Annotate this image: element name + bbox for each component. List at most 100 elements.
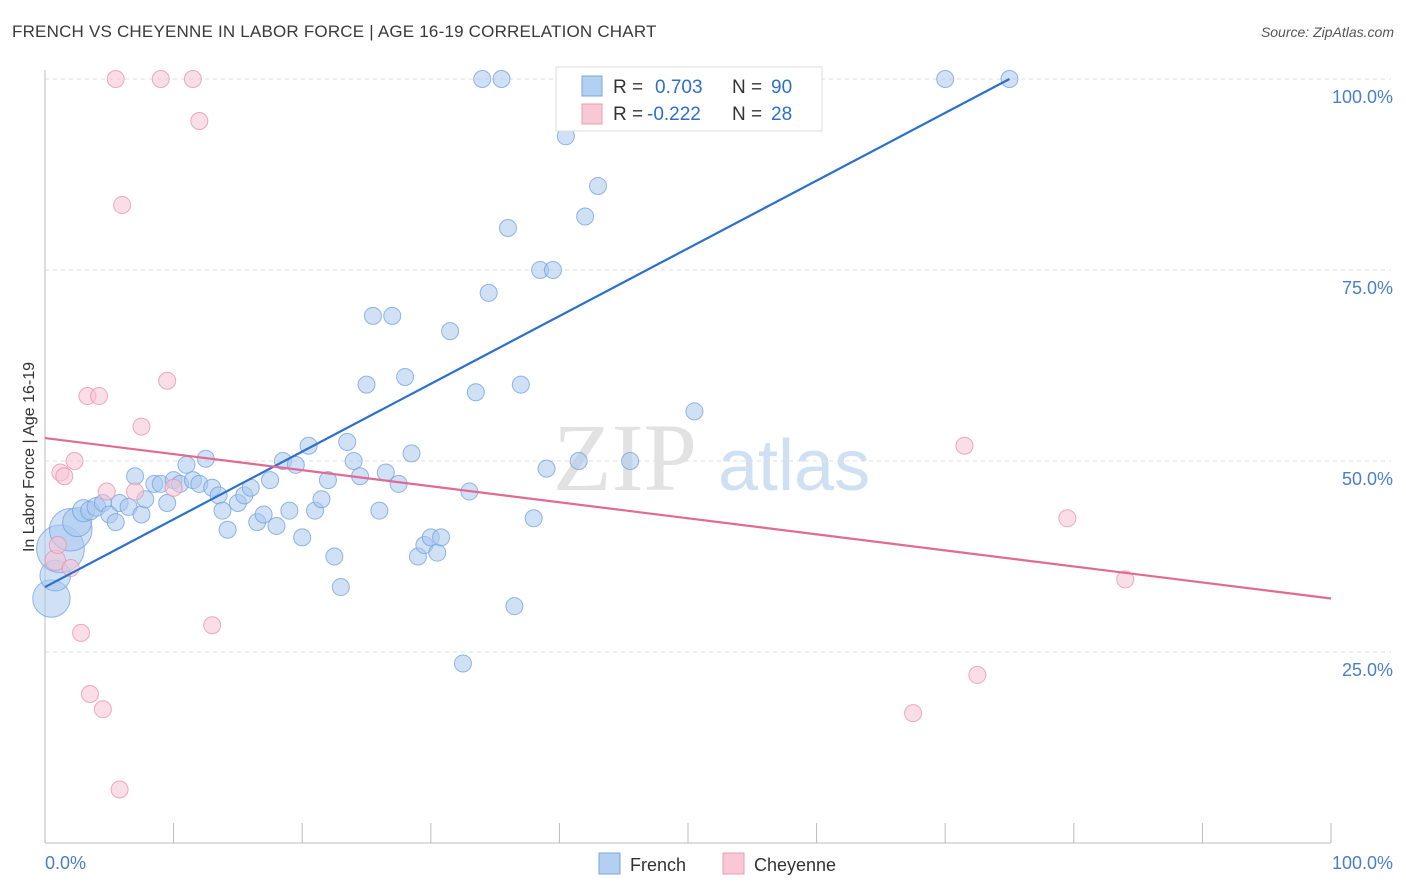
- cheyenne-point: [113, 196, 132, 215]
- cheyenne-trend-line: [44, 436, 1332, 600]
- french-point: [492, 70, 511, 88]
- french-point: [312, 490, 331, 509]
- cheyenne-point: [90, 387, 109, 406]
- cheyenne-point: [48, 536, 67, 555]
- cheyenne-point: [164, 478, 183, 497]
- cheyenne-point: [904, 704, 923, 723]
- legend-label-cheyenne: Cheyenne: [754, 855, 836, 875]
- french-point: [106, 513, 125, 532]
- series-cheyenne-points: [44, 70, 1135, 799]
- french-point: [498, 218, 517, 237]
- french-point: [428, 543, 447, 562]
- cheyenne-point: [1116, 570, 1135, 589]
- y-tick-label-100: 100.0%: [1332, 87, 1393, 107]
- french-point: [569, 452, 588, 470]
- french-point: [396, 367, 415, 386]
- y-tick-label-75: 75.0%: [1342, 278, 1393, 298]
- french-point: [473, 70, 492, 88]
- stats-r-value-cheyenne: -0.222: [647, 104, 701, 125]
- french-point: [453, 654, 472, 673]
- french-point: [126, 467, 145, 486]
- cheyenne-point: [93, 700, 112, 719]
- cheyenne-point: [955, 436, 974, 455]
- stats-legend: R = 0.703 N = 90 R = -0.222 N = 28: [555, 66, 823, 132]
- cheyenne-point: [110, 780, 129, 799]
- series-french-points: [32, 70, 1019, 673]
- cheyenne-point: [203, 616, 222, 635]
- trend-lines: [44, 78, 1332, 600]
- cheyenne-point: [158, 371, 177, 390]
- cheyenne-point: [132, 417, 151, 436]
- french-point: [621, 452, 640, 470]
- french-point: [213, 501, 232, 520]
- y-tick-label-25: 25.0%: [1342, 660, 1393, 680]
- cheyenne-point: [106, 70, 125, 88]
- french-point: [254, 505, 273, 524]
- french-point: [466, 383, 485, 402]
- french-point: [325, 547, 344, 566]
- cheyenne-point: [183, 70, 202, 88]
- french-point: [576, 207, 595, 226]
- french-point: [936, 70, 955, 88]
- french-point: [363, 306, 382, 325]
- french-point: [543, 261, 562, 279]
- french-point: [218, 520, 237, 539]
- series-legend: French Cheyenne: [598, 852, 836, 875]
- french-point: [524, 509, 543, 528]
- legend-swatch-cheyenne: [722, 852, 745, 875]
- french-point: [370, 501, 389, 520]
- french-point: [344, 452, 363, 470]
- french-point: [318, 471, 337, 490]
- stats-n-value-french: 90: [771, 77, 792, 98]
- stats-n-label-french: N =: [732, 77, 762, 98]
- cheyenne-point: [190, 112, 209, 131]
- stats-n-label-cheyenne: N =: [732, 104, 762, 125]
- stats-n-value-cheyenne: 28: [771, 104, 792, 125]
- stats-swatch-cheyenne: [581, 103, 603, 125]
- cheyenne-point: [97, 482, 116, 501]
- french-point: [383, 306, 402, 325]
- french-point: [338, 432, 357, 451]
- french-point: [267, 516, 286, 535]
- legend-swatch-french: [598, 852, 621, 875]
- x-tick-label-right: 100.0%: [1332, 853, 1393, 873]
- cheyenne-point: [72, 623, 91, 642]
- source-label: Source: ZipAtlas.com: [1260, 24, 1394, 40]
- stats-r-label-cheyenne: R =: [613, 104, 643, 125]
- french-point: [261, 471, 280, 490]
- stats-swatch-french: [581, 75, 603, 97]
- french-point: [293, 528, 312, 547]
- cheyenne-point: [126, 482, 145, 501]
- french-point: [280, 501, 299, 520]
- french-point: [357, 375, 376, 394]
- cheyenne-point: [55, 467, 74, 486]
- french-point: [685, 402, 704, 421]
- cheyenne-point: [1058, 509, 1077, 528]
- cheyenne-point: [65, 452, 84, 470]
- cheyenne-point: [968, 665, 987, 684]
- french-point: [511, 375, 530, 394]
- french-point: [441, 322, 460, 341]
- french-point: [588, 176, 607, 195]
- french-point: [479, 283, 498, 302]
- x-tick-marks: [44, 823, 1332, 843]
- y-axis-label: In Labor Force | Age 16-19: [21, 362, 38, 552]
- french-point: [331, 578, 350, 597]
- french-point: [158, 494, 177, 513]
- grid-lines: [45, 78, 1391, 653]
- legend-label-french: French: [630, 855, 686, 875]
- chart-title: FRENCH VS CHEYENNE IN LABOR FORCE | AGE …: [12, 22, 657, 41]
- cheyenne-point: [81, 685, 100, 704]
- y-tick-labels: 25.0% 50.0% 75.0% 100.0%: [1332, 87, 1393, 680]
- watermark-atlas: atlas: [718, 426, 870, 506]
- y-tick-label-50: 50.0%: [1342, 469, 1393, 489]
- french-point: [505, 597, 524, 616]
- french-point: [402, 444, 421, 463]
- french-point: [432, 528, 451, 547]
- stats-r-value-french: 0.703: [655, 77, 703, 98]
- x-tick-label-left: 0.0%: [45, 853, 86, 873]
- cheyenne-point: [151, 70, 170, 88]
- french-point: [537, 459, 556, 478]
- french-point: [132, 505, 151, 524]
